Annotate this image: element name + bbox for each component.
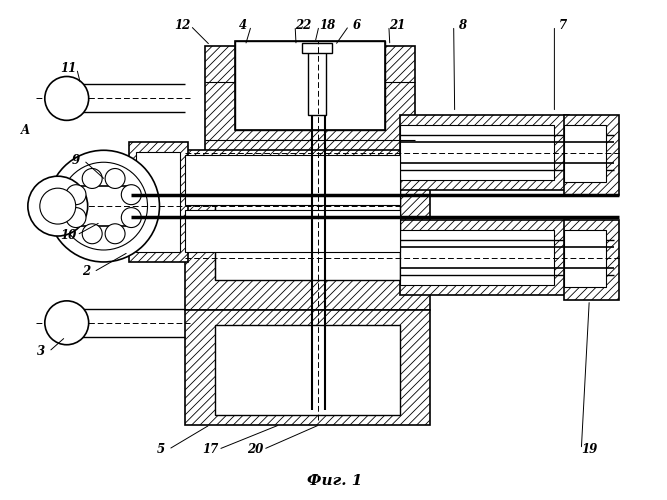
Circle shape xyxy=(45,301,89,344)
Circle shape xyxy=(66,208,86,228)
Bar xyxy=(400,220,570,295)
Text: 8: 8 xyxy=(458,19,466,32)
Bar xyxy=(119,172,131,232)
Text: 12: 12 xyxy=(174,19,191,32)
Bar xyxy=(400,116,570,190)
Bar xyxy=(135,152,181,252)
Bar xyxy=(205,46,415,156)
Bar xyxy=(215,175,400,280)
Bar xyxy=(400,126,554,180)
Circle shape xyxy=(66,184,86,204)
Text: 20: 20 xyxy=(247,443,263,456)
Circle shape xyxy=(40,188,76,224)
Bar xyxy=(564,230,606,287)
Circle shape xyxy=(60,162,147,250)
Bar xyxy=(215,325,400,414)
Text: Фиг. 1: Фиг. 1 xyxy=(307,474,363,488)
Bar xyxy=(129,142,188,262)
Circle shape xyxy=(121,184,141,204)
Text: 10: 10 xyxy=(61,228,77,241)
Text: 21: 21 xyxy=(389,19,405,32)
Bar xyxy=(308,50,326,116)
Bar xyxy=(185,156,400,205)
Circle shape xyxy=(105,168,125,188)
Text: 4: 4 xyxy=(239,19,247,32)
Text: 18: 18 xyxy=(319,19,335,32)
Bar xyxy=(185,310,430,424)
Circle shape xyxy=(82,168,102,188)
Circle shape xyxy=(121,208,141,228)
Text: 19: 19 xyxy=(581,443,598,456)
Bar xyxy=(185,210,400,252)
Text: 6: 6 xyxy=(353,19,361,32)
Bar xyxy=(235,40,385,130)
Bar xyxy=(185,150,430,310)
Circle shape xyxy=(28,176,87,236)
Bar xyxy=(235,40,385,130)
Bar xyxy=(564,116,619,195)
Circle shape xyxy=(45,76,89,120)
Bar xyxy=(564,220,619,300)
Circle shape xyxy=(105,224,125,244)
Text: 9: 9 xyxy=(71,154,80,167)
Text: 22: 22 xyxy=(295,19,311,32)
Bar xyxy=(302,42,332,52)
Bar xyxy=(119,176,131,228)
Circle shape xyxy=(82,224,102,244)
Text: 2: 2 xyxy=(81,266,90,278)
Text: 17: 17 xyxy=(202,443,219,456)
Text: 11: 11 xyxy=(61,62,77,75)
Text: A: A xyxy=(21,124,31,137)
Bar xyxy=(400,230,554,285)
Bar xyxy=(564,126,606,182)
Circle shape xyxy=(48,150,159,262)
Text: 5: 5 xyxy=(157,443,165,456)
Text: 7: 7 xyxy=(558,19,566,32)
Text: 3: 3 xyxy=(37,345,45,358)
